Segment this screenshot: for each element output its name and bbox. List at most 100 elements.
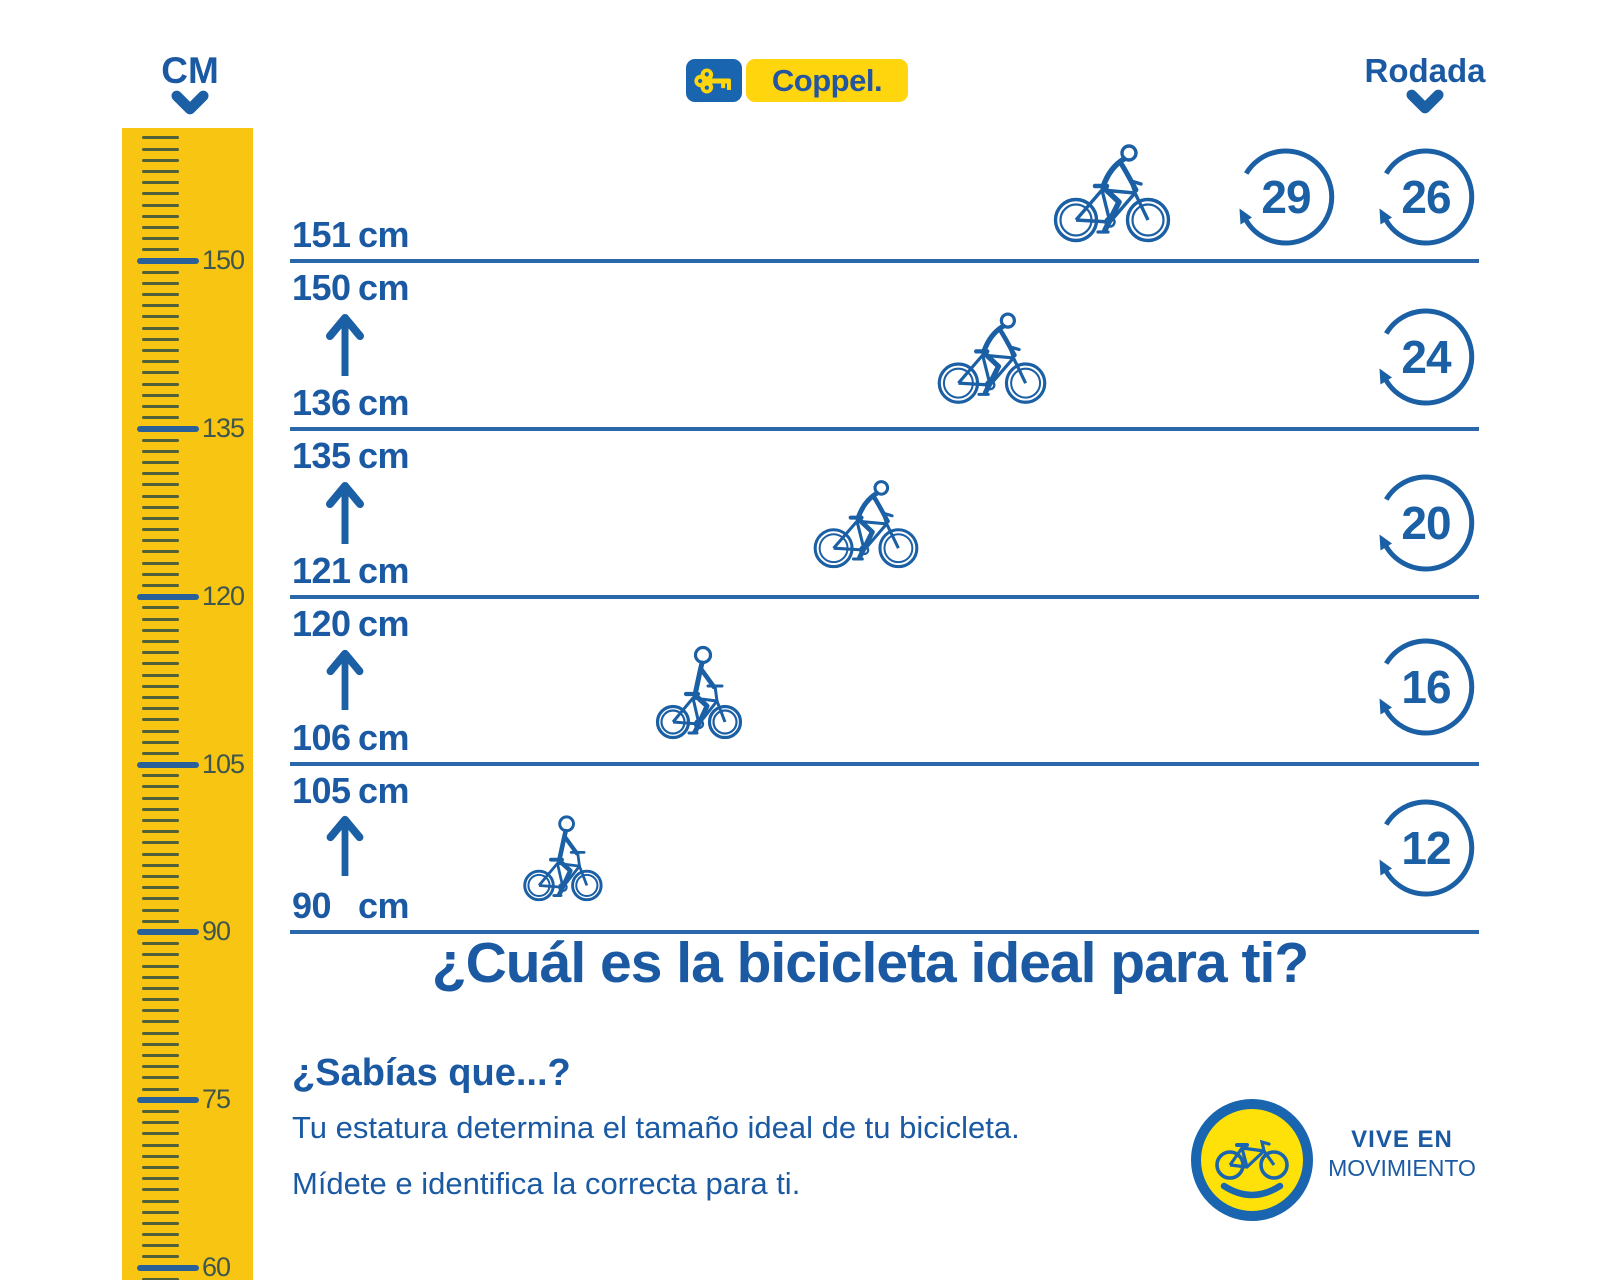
ruler-minor-tick (142, 606, 179, 610)
ruler-minor-tick (142, 640, 179, 643)
ruler-minor-tick (142, 1121, 179, 1125)
ruler-minor-tick (142, 349, 179, 352)
ruler-tick-label: 135 (202, 412, 245, 443)
ruler-minor-tick (142, 472, 179, 476)
height-value: 150 (292, 267, 351, 308)
ruler-major-tick (137, 593, 199, 600)
ruler-tick-label: 60 (202, 1252, 231, 1280)
chevron-down-icon (171, 90, 209, 116)
ruler-major-tick (137, 258, 199, 264)
ruler-minor-tick (142, 975, 179, 979)
ruler-minor-tick (142, 919, 179, 923)
range-up-arrow-icon (326, 314, 364, 376)
ruler-minor-tick (142, 539, 179, 543)
ruler-minor-tick (142, 528, 179, 532)
ruler-minor-tick (142, 819, 179, 822)
ruler-minor-tick (142, 1277, 179, 1280)
ruler-minor-tick (142, 673, 179, 677)
ruler-minor-tick (142, 382, 179, 386)
ruler-minor-tick (142, 998, 179, 1001)
ruler-minor-tick (142, 874, 179, 878)
band-line-135 (290, 427, 1479, 431)
wheel-size-label: 16 (1401, 661, 1451, 713)
ruler-minor-tick (142, 438, 179, 442)
ruler-minor-tick (142, 203, 179, 207)
ruler-minor-tick (142, 852, 179, 856)
ruler-minor-tick (142, 584, 179, 587)
ruler-minor-tick (142, 1177, 179, 1181)
ruler-major-tick (137, 425, 199, 432)
coppel-logo: Coppel. (686, 59, 908, 102)
ruler-minor-tick (142, 986, 179, 990)
ruler-minor-tick (142, 225, 179, 229)
range-up-arrow-icon (326, 649, 364, 711)
ruler-minor-tick (142, 371, 179, 375)
ruler-minor-tick (142, 1076, 179, 1080)
ruler-minor-tick (142, 617, 179, 621)
ruler-minor-tick (142, 662, 179, 666)
height-unit: cm (358, 382, 410, 423)
band-line-120 (290, 595, 1479, 599)
ruler-minor-tick (142, 181, 179, 185)
ruler-minor-tick (142, 886, 179, 890)
ruler-minor-tick (142, 1087, 179, 1091)
ruler-minor-tick (142, 1020, 179, 1024)
ruler-minor-tick (142, 718, 179, 722)
height-label-max: 135 cm (292, 435, 410, 477)
ruler-minor-tick (142, 460, 179, 464)
wheel-size-29: 29 (1230, 141, 1342, 253)
band-line-151 (290, 259, 1479, 263)
wheel-size-26: 26 (1370, 141, 1482, 253)
fact-line-2: Mídete e identifica la correcta para ti. (292, 1166, 801, 1201)
ruler-minor-tick (142, 270, 179, 274)
ruler-minor-tick (142, 326, 179, 330)
ruler-minor-tick (142, 1109, 179, 1113)
ruler-minor-tick (142, 561, 179, 565)
wheel-size-24: 24 (1370, 301, 1482, 413)
ruler-minor-tick (142, 964, 179, 968)
wheel-size-label: 26 (1401, 171, 1451, 223)
coppel-wordmark: Coppel. (746, 59, 908, 102)
ruler-minor-tick (142, 1255, 179, 1259)
ruler-minor-tick (142, 494, 179, 498)
band-line-105 (290, 762, 1479, 766)
ruler-minor-tick (142, 651, 179, 655)
ruler-minor-tick (142, 942, 179, 946)
ruler-minor-tick (142, 304, 179, 308)
ruler-minor-tick (142, 572, 179, 576)
kid-cyclist-icon (648, 640, 748, 740)
ruler-minor-tick (142, 953, 179, 957)
wheel-size-label: 29 (1261, 171, 1311, 223)
height-value: 105 (292, 770, 351, 811)
ruler-minor-tick (142, 1233, 179, 1236)
height-unit: cm (358, 717, 410, 758)
height-value: 121 (292, 550, 351, 591)
height-label-min: 136 cm (292, 382, 410, 424)
ruler-minor-tick (142, 1054, 179, 1057)
adult-cyclist-icon (812, 474, 920, 572)
ruler-tick-label: 75 (202, 1084, 231, 1115)
height-unit: cm (358, 435, 410, 476)
ruler-minor-tick (142, 740, 179, 744)
ruler-minor-tick (142, 1154, 179, 1158)
band-line-90 (290, 930, 1479, 934)
range-up-arrow-icon (326, 482, 364, 544)
ruler-minor-tick (142, 1210, 179, 1214)
coppel-brand-text: Coppel. (771, 62, 883, 98)
height-value: 136 (292, 382, 351, 423)
ruler-minor-tick (142, 449, 179, 453)
ruler-minor-tick (142, 830, 179, 834)
rodada-header-label: Rodada (1364, 52, 1486, 89)
ruler-minor-tick (142, 841, 179, 845)
kid-cyclist-icon (516, 810, 608, 902)
wheel-size-20: 20 (1370, 467, 1482, 579)
ruler-minor-tick (142, 281, 179, 285)
wheel-size-16: 16 (1370, 631, 1482, 743)
ruler-major-tick (137, 1265, 199, 1272)
height-unit: cm (358, 885, 410, 926)
ruler-minor-tick (142, 550, 179, 554)
height-value: 120 (292, 603, 351, 644)
ruler-minor-tick (142, 337, 179, 341)
badge-text: VIVE EN MOVIMIENTO (1322, 1126, 1482, 1182)
key-icon (694, 68, 731, 93)
